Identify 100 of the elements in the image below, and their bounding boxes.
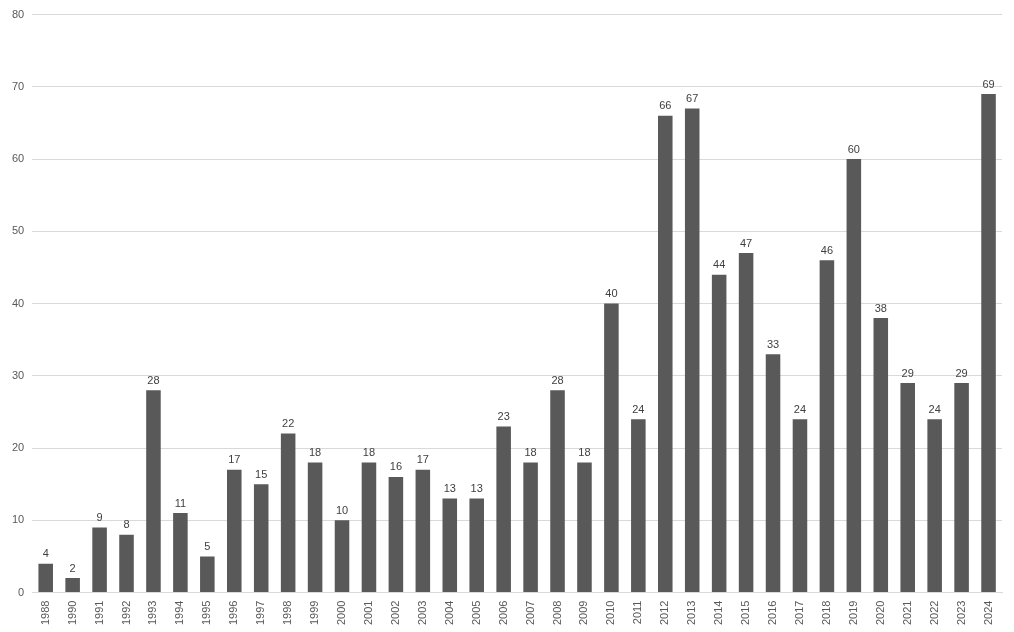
x-tick-label: 1988 xyxy=(38,600,51,626)
bar xyxy=(765,354,781,593)
data-label: 11 xyxy=(174,496,187,509)
data-label: 10 xyxy=(335,503,349,516)
x-tick-label: 2013 xyxy=(685,600,698,626)
bar xyxy=(927,419,942,593)
data-label: 22 xyxy=(282,417,295,430)
bar xyxy=(253,484,269,593)
x-tick-label: 2020 xyxy=(873,600,886,626)
data-label: 60 xyxy=(847,142,860,155)
x-tick-label: 2006 xyxy=(496,600,509,626)
bar xyxy=(119,534,134,593)
x-tick-label: 2009 xyxy=(577,600,590,626)
x-tick-label: 1995 xyxy=(200,600,213,626)
bar xyxy=(684,108,700,593)
data-label: 69 xyxy=(982,77,995,90)
x-tick-label: 2010 xyxy=(604,600,617,626)
bar xyxy=(792,419,808,593)
x-tick-label: 1993 xyxy=(146,600,159,626)
x-tick-label: 2002 xyxy=(388,600,401,626)
data-label: 38 xyxy=(874,301,887,314)
x-tick-label: 2018 xyxy=(819,600,832,626)
x-tick-label: 1992 xyxy=(119,600,132,626)
data-label: 23 xyxy=(497,409,510,422)
bar xyxy=(846,159,862,593)
x-tick-label: 2014 xyxy=(712,600,725,626)
data-label: 5 xyxy=(204,539,211,552)
x-tick-label: 2017 xyxy=(793,600,805,626)
bar xyxy=(604,303,619,593)
bar xyxy=(65,578,80,593)
bar xyxy=(550,390,565,593)
data-label: 28 xyxy=(551,373,564,386)
bar xyxy=(658,115,673,593)
data-label: 8 xyxy=(123,518,130,531)
data-label: 66 xyxy=(659,99,672,112)
y-tick-label: 40 xyxy=(11,296,25,309)
bar xyxy=(173,513,188,593)
x-tick-label: 2023 xyxy=(954,600,967,626)
x-tick-label: 1994 xyxy=(173,600,186,626)
y-tick-label: 50 xyxy=(11,224,25,237)
data-label: 4 xyxy=(42,547,49,560)
data-label: 9 xyxy=(96,511,103,524)
bar xyxy=(227,469,242,593)
bar xyxy=(334,520,350,593)
bar xyxy=(469,498,484,593)
x-tick-label: 1996 xyxy=(227,600,240,626)
x-tick-label: 2016 xyxy=(766,600,779,626)
x-tick-label: 2000 xyxy=(335,600,348,626)
bar xyxy=(361,462,377,593)
bar xyxy=(415,469,431,593)
data-label: 18 xyxy=(524,446,537,459)
data-label: 18 xyxy=(308,446,322,459)
x-tick-label: 1991 xyxy=(92,600,105,626)
x-tick-label: 2008 xyxy=(550,600,563,626)
data-label: 17 xyxy=(228,453,241,466)
data-label: 46 xyxy=(820,243,834,256)
x-tick-label: 1990 xyxy=(65,600,78,626)
bar xyxy=(442,498,458,593)
bar xyxy=(900,383,915,593)
x-tick-label: 2024 xyxy=(981,600,994,626)
data-label: 18 xyxy=(362,446,376,459)
x-tick-label: 2001 xyxy=(361,600,374,626)
x-tick-label: 2011 xyxy=(631,600,644,625)
data-label: 13 xyxy=(470,482,483,495)
data-label: 33 xyxy=(766,337,780,350)
x-tick-label: 2015 xyxy=(739,600,752,626)
x-tick-label: 1997 xyxy=(254,600,267,626)
bar xyxy=(738,253,754,593)
data-label: 15 xyxy=(255,467,268,480)
x-tick-label: 2022 xyxy=(927,600,940,626)
x-tick-label: 2012 xyxy=(658,600,671,626)
bar xyxy=(631,419,646,593)
data-label: 18 xyxy=(578,446,591,459)
x-tick-label: 2021 xyxy=(900,600,913,626)
y-tick-label: 30 xyxy=(11,368,25,381)
x-tick-label: 2019 xyxy=(846,600,859,626)
bar xyxy=(496,426,511,593)
bar xyxy=(873,318,889,593)
bar xyxy=(200,556,215,593)
data-label: 67 xyxy=(686,92,699,105)
data-label: 17 xyxy=(416,453,429,466)
data-label: 44 xyxy=(713,258,726,271)
y-tick-label: 10 xyxy=(11,513,25,526)
x-tick-label: 2007 xyxy=(523,600,536,626)
bar xyxy=(711,274,727,593)
data-label: 16 xyxy=(389,460,403,473)
x-tick-label: 2003 xyxy=(415,600,428,626)
data-label: 29 xyxy=(901,366,914,379)
bar xyxy=(523,462,538,593)
y-tick-label: 0 xyxy=(18,585,25,598)
y-tick-label: 80 xyxy=(11,7,25,20)
bar xyxy=(307,462,323,593)
data-label: 24 xyxy=(793,402,807,415)
bar xyxy=(38,563,53,593)
data-label: 2 xyxy=(69,561,76,574)
y-tick-label: 60 xyxy=(11,152,25,165)
data-label: 29 xyxy=(955,366,968,379)
data-label: 24 xyxy=(632,402,645,415)
bar xyxy=(280,433,296,593)
bar xyxy=(92,527,107,593)
